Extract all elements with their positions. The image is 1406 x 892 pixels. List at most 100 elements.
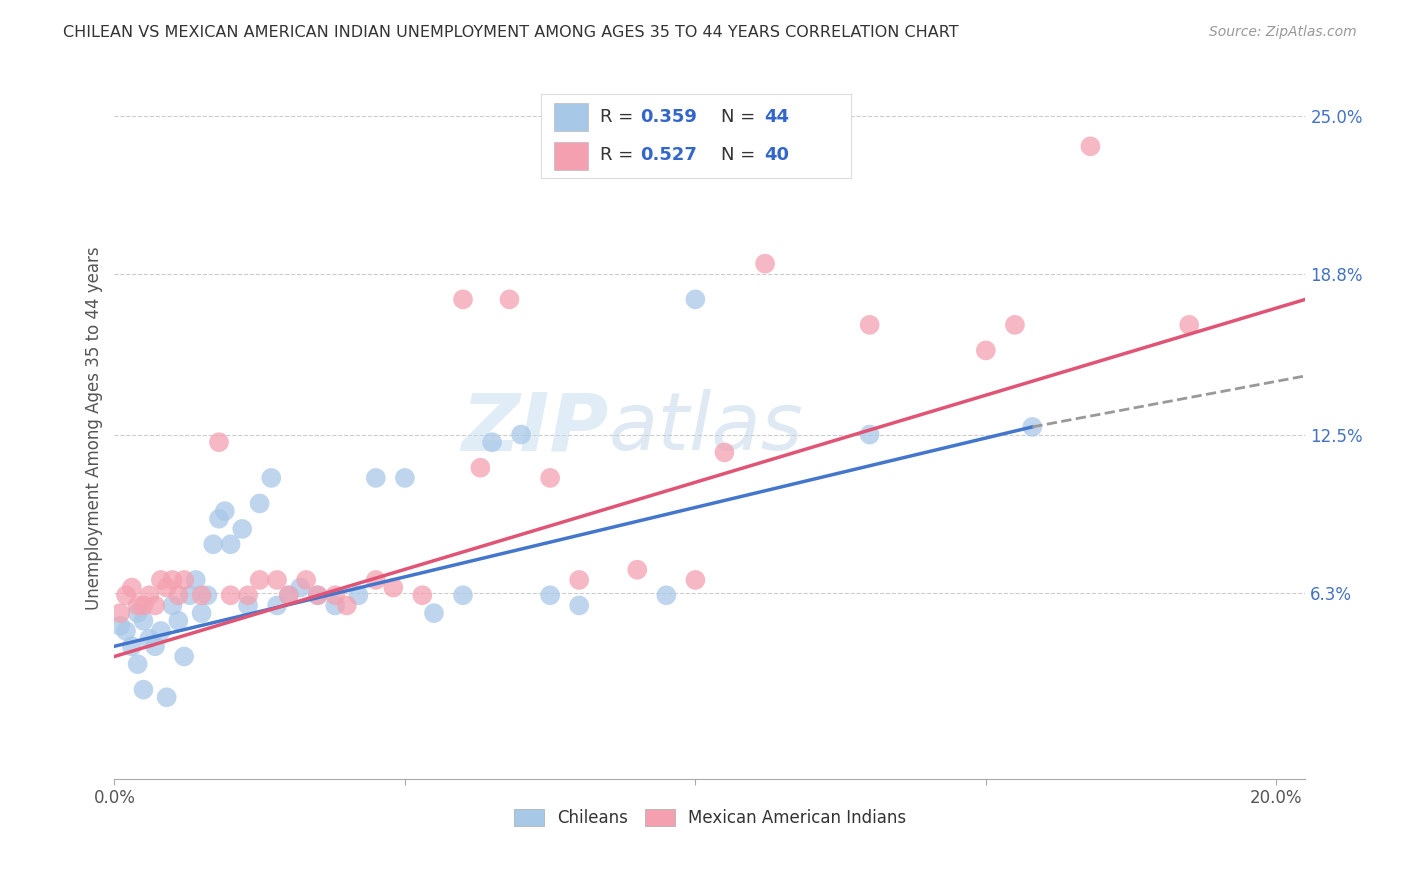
Point (277, 588, 299, 602)
Point (974, 343, 997, 358)
Point (173, 649, 195, 664)
Point (364, 573, 387, 587)
Point (411, 588, 433, 602)
Text: R =: R = (600, 108, 640, 126)
Point (236, 588, 259, 602)
Point (451, 293, 474, 307)
FancyBboxPatch shape (554, 103, 588, 131)
Text: CHILEAN VS MEXICAN AMERICAN INDIAN UNEMPLOYMENT AMONG AGES 35 TO 44 YEARS CORREL: CHILEAN VS MEXICAN AMERICAN INDIAN UNEMP… (63, 25, 959, 40)
Point (347, 588, 370, 602)
Point (190, 606, 212, 620)
Point (121, 581, 143, 595)
Point (568, 573, 591, 587)
Point (1021, 420, 1043, 434)
Point (510, 427, 533, 442)
Text: R =: R = (600, 145, 640, 163)
Text: ZIP: ZIP (461, 389, 609, 467)
Point (295, 573, 318, 587)
Point (277, 588, 299, 602)
Point (538, 471, 561, 485)
Text: N =: N = (721, 145, 761, 163)
Text: 0.527: 0.527 (640, 145, 697, 163)
Y-axis label: Unemployment Among Ages 35 to 44 years: Unemployment Among Ages 35 to 44 years (86, 246, 103, 610)
Point (364, 471, 387, 485)
Point (626, 563, 648, 577)
Point (179, 588, 201, 602)
Point (132, 614, 155, 628)
Point (184, 573, 207, 587)
Point (1080, 139, 1102, 153)
Point (121, 640, 143, 654)
Point (1178, 318, 1201, 332)
Point (568, 599, 591, 613)
Point (231, 522, 253, 536)
Point (713, 445, 735, 459)
Point (260, 471, 283, 485)
Point (451, 588, 474, 602)
Point (208, 435, 231, 450)
Point (685, 573, 707, 587)
Point (266, 573, 288, 587)
Point (208, 512, 231, 526)
Point (859, 318, 882, 332)
Point (249, 496, 271, 510)
Point (307, 588, 329, 602)
Point (143, 640, 166, 654)
Point (236, 599, 259, 613)
Point (162, 599, 184, 613)
Point (162, 573, 184, 587)
Text: N =: N = (721, 108, 761, 126)
Point (156, 581, 179, 595)
Point (754, 257, 776, 271)
Point (173, 573, 195, 587)
Point (249, 573, 271, 587)
Point (498, 293, 520, 307)
Point (138, 632, 160, 646)
Point (110, 619, 132, 633)
Point (127, 657, 149, 672)
Point (190, 588, 212, 602)
Legend: Chileans, Mexican American Indians: Chileans, Mexican American Indians (508, 802, 912, 834)
Point (307, 588, 329, 602)
Point (290, 581, 312, 595)
Point (110, 606, 132, 620)
Point (127, 599, 149, 613)
FancyBboxPatch shape (554, 142, 588, 169)
Point (149, 624, 172, 638)
Point (149, 573, 172, 587)
Point (423, 606, 446, 620)
Text: 44: 44 (763, 108, 789, 126)
Point (470, 460, 492, 475)
Point (214, 504, 236, 518)
Point (859, 427, 882, 442)
Point (115, 624, 138, 638)
Point (323, 599, 346, 613)
Point (655, 588, 678, 602)
Point (167, 588, 190, 602)
Text: Source: ZipAtlas.com: Source: ZipAtlas.com (1209, 25, 1357, 39)
Point (132, 682, 155, 697)
Point (202, 537, 225, 551)
Point (538, 588, 561, 602)
Point (219, 588, 242, 602)
Point (481, 435, 503, 450)
Point (195, 588, 218, 602)
Point (219, 537, 242, 551)
Point (394, 471, 416, 485)
Point (266, 599, 288, 613)
Point (138, 588, 160, 602)
Point (127, 606, 149, 620)
Text: 40: 40 (763, 145, 789, 163)
Point (382, 581, 405, 595)
Point (143, 599, 166, 613)
Point (685, 293, 707, 307)
Point (115, 588, 138, 602)
Point (167, 614, 190, 628)
Point (323, 588, 346, 602)
Point (336, 599, 359, 613)
Point (132, 599, 155, 613)
Text: 0.359: 0.359 (640, 108, 697, 126)
Text: atlas: atlas (609, 389, 803, 467)
Point (156, 690, 179, 705)
Point (1004, 318, 1026, 332)
